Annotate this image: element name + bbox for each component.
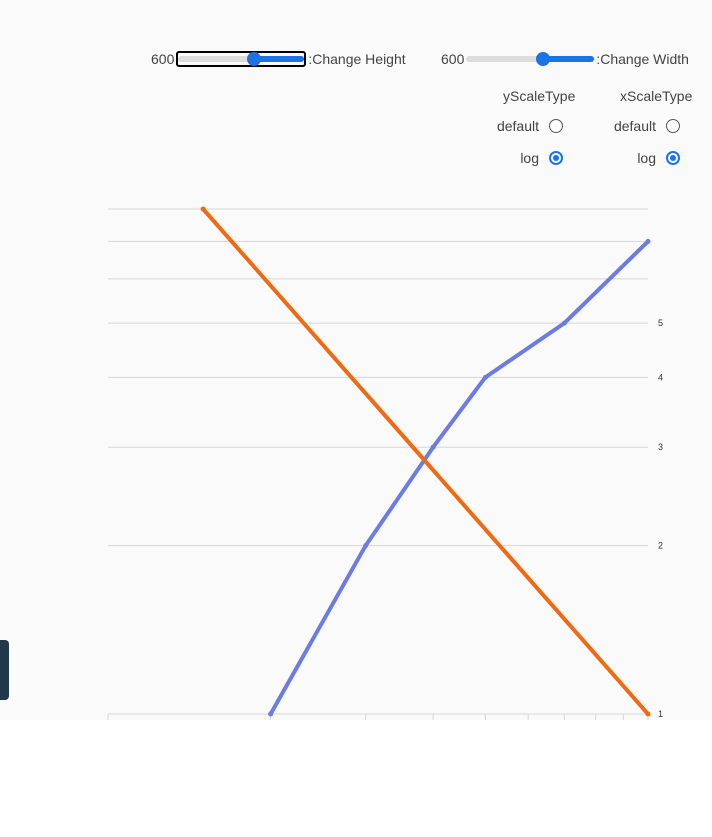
y-scale-option-default[interactable]: default [497,118,563,134]
width-slider-thumb[interactable] [536,52,551,66]
series-point-2 [645,711,651,717]
series-point-1 [482,374,488,380]
height-control: 600 :Change Height [151,48,406,70]
y-scale-option-log[interactable]: log [520,150,563,166]
chart-background [0,0,712,720]
width-slider-track [466,56,595,62]
x-scale-group: xScaleType default log [597,88,697,172]
y-scale-title: yScaleType [503,88,576,104]
series-point-1 [363,543,369,549]
x-scale-option-default[interactable]: default [614,118,680,134]
series-point-1 [268,711,274,717]
height-slider[interactable] [176,51,307,67]
height-slider-thumb[interactable] [246,52,261,66]
series-line-2 [201,207,650,716]
width-slider-fill [543,56,595,62]
y-tick-label: 2 [658,541,663,551]
x-scale-default-radio[interactable] [666,119,680,133]
series-point-2 [200,206,206,212]
height-slider-fill [253,56,305,62]
x-scale-option-label: default [613,118,656,134]
x-scale-option-label: log [637,150,656,166]
y-scale-log-radio[interactable] [549,151,563,165]
y-tick-label: 3 [658,442,663,452]
y-scale-option-label: log [520,150,539,166]
y-tick-label: 5 [658,318,663,328]
y-tick-label: 1 [658,709,663,719]
y-scale-default-radio[interactable] [549,119,563,133]
width-value: 600 [441,51,465,67]
x-scale-log-radio[interactable] [666,151,680,165]
side-panel-tab[interactable] [0,640,9,700]
height-label: :Change Height [308,51,406,67]
height-value: 600 [151,51,175,67]
height-slider-track [178,56,305,62]
series-line-1 [268,239,650,716]
x-scale-title: xScaleType [620,88,693,104]
width-slider[interactable] [466,52,595,66]
y-tick-label: 4 [658,372,663,382]
series-point-1 [430,444,436,450]
y-scale-option-label: default [496,118,539,134]
width-control: 600 :Change Width [441,48,689,70]
y-scale-group: yScaleType default log [480,88,580,172]
x-scale-option-log[interactable]: log [637,150,680,166]
width-label: :Change Width [596,51,689,67]
series-point-1 [645,238,651,244]
series-point-1 [561,320,567,326]
